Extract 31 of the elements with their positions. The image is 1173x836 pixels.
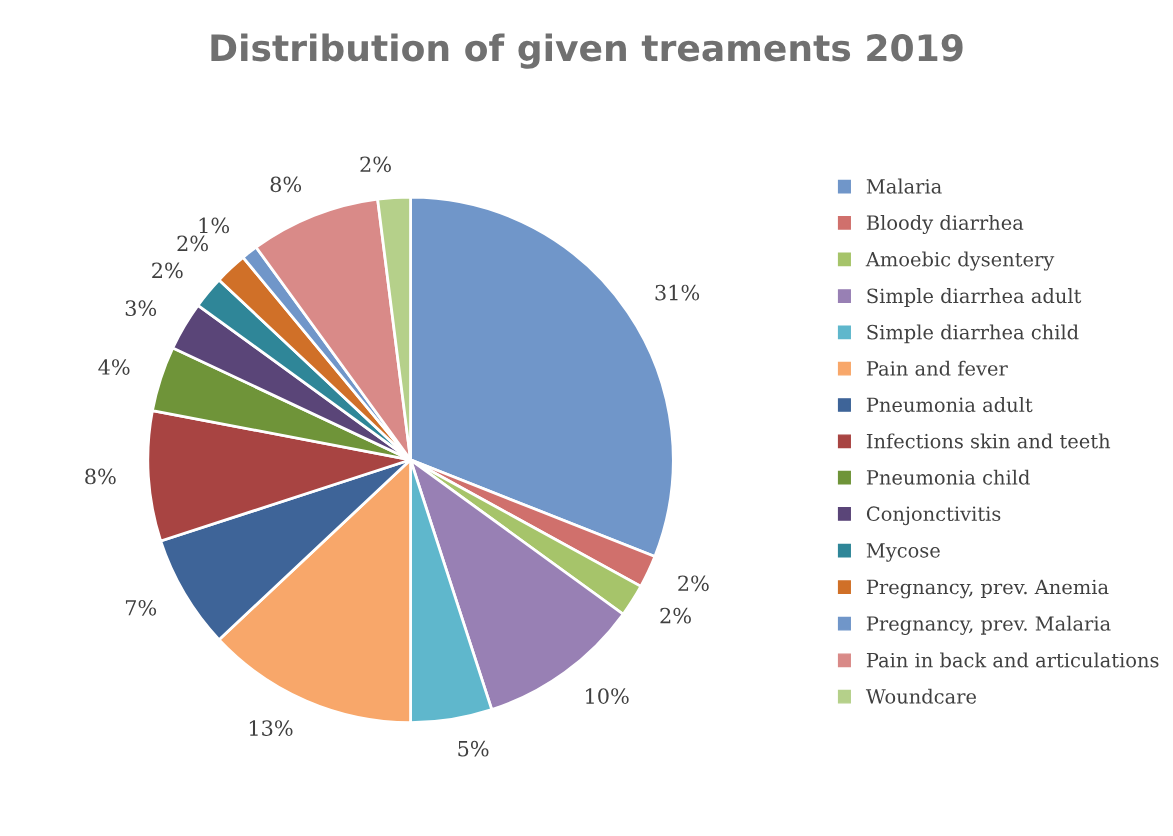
legend-label: Bloody diarrhea (866, 214, 1024, 235)
data-label: 8% (270, 176, 302, 193)
legend-label: Amoebic dysentery (865, 251, 1055, 271)
chart-title: Distribution of given treaments 2019 (211, 33, 963, 69)
data-label: 10% (586, 688, 629, 704)
legend-label: Infections skin and teeth (866, 433, 1111, 449)
legend-label: Woundcare (865, 688, 977, 704)
data-label: 4% (98, 359, 130, 375)
legend-label: Conjonctivitis (866, 506, 1001, 526)
legend-label: Simple diarrhea adult (867, 288, 1082, 307)
data-label: 2% (177, 235, 208, 252)
data-label: 5% (458, 740, 489, 757)
data-label: 2% (360, 156, 391, 173)
data-label: 13% (249, 720, 293, 736)
legend-label: Simple diarrhea child (867, 324, 1079, 344)
data-label: 2% (152, 262, 183, 279)
legend-label: Malaria (866, 178, 942, 194)
legend-label: Pain in back and articulations (866, 652, 1159, 668)
data-label: 1% (199, 217, 230, 234)
legend-label: Mycose (866, 543, 940, 562)
data-label: 3% (125, 300, 157, 317)
data-label: 2% (678, 575, 709, 592)
legend-label: Pregnancy, prev. Malaria (866, 615, 1111, 635)
legend-label: Pain and fever (866, 360, 1008, 376)
data-label: 31% (655, 284, 700, 301)
data-label: 7% (125, 599, 157, 616)
data-label: 2% (660, 607, 691, 624)
data-label: 8% (85, 468, 116, 485)
legend-label: Pneumonia child (866, 469, 1030, 485)
legend-label: Pregnancy, prev. Anemia (866, 579, 1109, 599)
legend-label: Pneumonia adult (866, 397, 1033, 413)
